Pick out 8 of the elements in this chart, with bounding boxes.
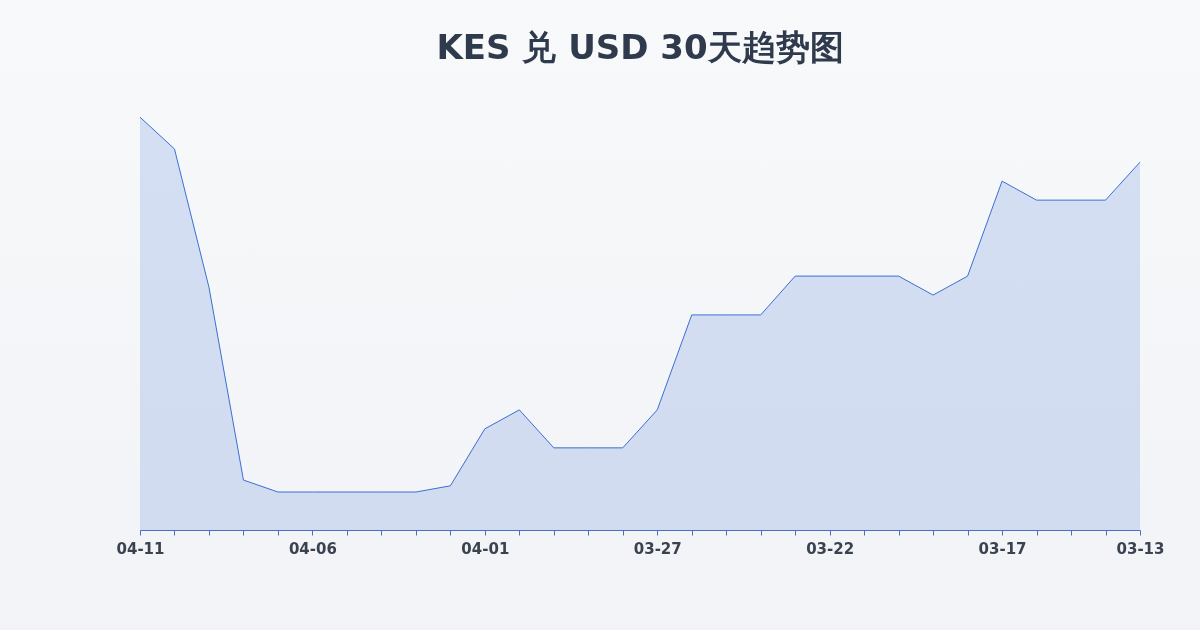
x-tick-label: 03-22 xyxy=(806,539,855,558)
chart-title: KES 兑 USD 30天趋势图 xyxy=(436,27,844,67)
x-tick-label: 03-17 xyxy=(978,539,1027,558)
x-tick-label: 04-11 xyxy=(116,539,165,558)
x-tick-label: 04-06 xyxy=(288,539,337,558)
x-tick-label: 03-27 xyxy=(633,539,682,558)
x-tick-label: 04-01 xyxy=(461,539,510,558)
x-tick-label: 03-13 xyxy=(1116,539,1165,558)
